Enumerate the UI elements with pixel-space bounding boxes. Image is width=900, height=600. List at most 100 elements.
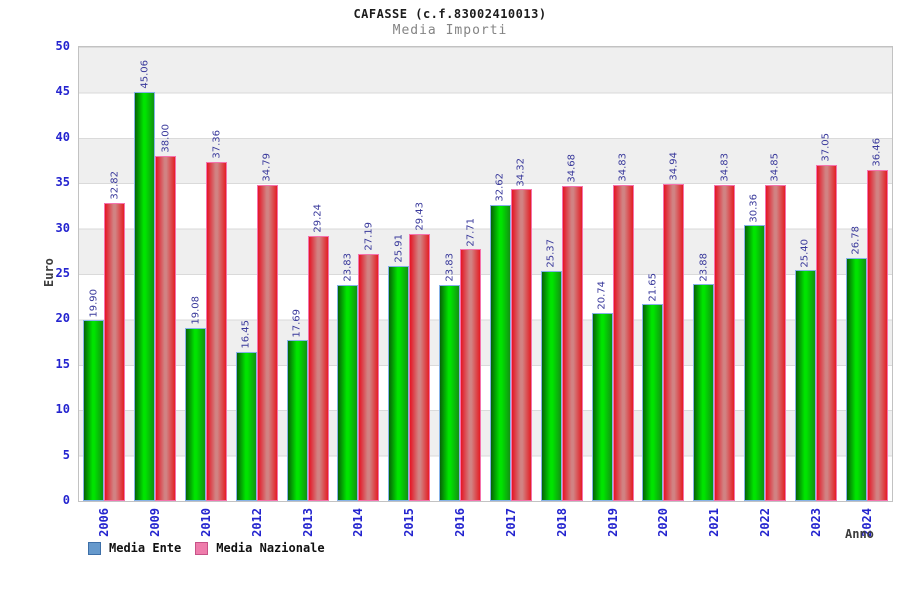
bar-media-ente: 17.69 [286,309,308,501]
bar-group-2010: 19.08 37.36 2010 [181,47,232,537]
bar-group-2006: 19.90 32.82 2006 [79,47,130,537]
bar-value-label: 25.40 [799,238,811,268]
bar-media-nazionale: 37.36 [206,130,228,501]
bar-media-ente: 30.36 [743,194,765,501]
bar-media-ente: 16.45 [235,320,257,501]
bar-media-ente: 21.65 [642,273,664,501]
bar-media-ente: 23.83 [439,253,461,501]
bar-value-label: 17.69 [291,308,303,338]
bar-media-nazionale: 27.71 [460,218,482,501]
bar-media-ente: 19.90 [83,289,105,501]
bar-group-2012: 16.45 34.79 2012 [231,47,282,537]
legend: Media Ente Media Nazionale [88,541,325,555]
bar-media-nazionale: 38.00 [155,124,177,501]
bar-media-nazionale: 36.46 [866,138,888,501]
bar-group-2013: 17.69 29.24 2013 [282,47,333,537]
plot-area: 19.90 32.82 2006 45.06 38.00 2009 19.08 37.36 20… [78,46,893,537]
bar-media-nazionale: 34.83 [612,153,634,501]
bar-media-nazionale: 32.82 [104,171,126,501]
bar-media-ente: 19.08 [185,296,207,501]
bar-media-ente: 23.88 [693,253,715,501]
bar-value-label: 32.62 [494,173,506,202]
x-tick-label: 2013 [300,508,315,537]
bar-media-ente: 45.06 [134,60,156,501]
x-tick-label: 2022 [757,508,772,537]
bar-value-label: 30.36 [748,193,760,223]
bar-media-nazionale: 34.68 [561,154,583,501]
bar-media-ente: 26.78 [845,226,867,501]
bar-media-ente: 25.37 [540,239,562,501]
bar-value-label: 19.90 [88,288,100,318]
bar-value-label: 23.88 [698,252,710,282]
y-tick-label: 45 [55,84,70,99]
bar-group-2019: 20.74 34.83 2019 [587,47,638,537]
bar-group-2009: 45.06 38.00 2009 [130,47,181,537]
bar-value-label: 37.36 [211,130,223,159]
bar-value-label: 34.94 [668,152,680,181]
x-tick-label: 2023 [808,508,823,537]
y-tick-label: 35 [55,175,70,190]
y-tick-label: 15 [55,356,70,371]
legend-label-media-ente: Media Ente [109,541,182,555]
bar-value-label: 45.06 [139,60,151,89]
bar-media-ente: 25.91 [388,234,410,501]
bar-group-2016: 23.83 27.71 2016 [435,47,486,537]
bar-value-label: 32.82 [109,171,121,200]
bar-media-ente: 23.83 [337,253,359,501]
y-tick-label: 5 [62,447,70,462]
x-tick-label: 2014 [351,508,366,537]
bar-media-ente: 32.62 [489,173,511,501]
bar-group-2018: 25.37 34.68 2018 [536,47,587,537]
x-tick-label: 2017 [503,508,518,537]
bar-value-label: 27.19 [363,222,375,252]
bar-media-ente: 20.74 [591,281,613,501]
bar-value-label: 34.32 [515,157,527,187]
bar-value-label: 25.91 [393,234,405,263]
legend-label-media-nazionale: Media Nazionale [216,541,325,555]
x-axis-label: Anno [845,527,874,541]
bar-group-2023: 25.40 37.05 2023 [790,47,841,537]
bar-value-label: 37.05 [820,132,832,162]
legend-item-media-ente: Media Ente [88,541,181,555]
x-tick-label: 2009 [148,508,163,537]
y-tick-label: 20 [55,311,70,326]
bar-value-label: 29.43 [414,202,426,231]
bar-media-nazionale: 34.83 [714,153,736,501]
bar-group-2022: 30.36 34.85 2022 [740,47,791,537]
bar-value-label: 16.45 [240,320,252,349]
legend-swatch-media-ente [88,541,101,555]
bar-value-label: 23.83 [342,252,354,282]
bar-group-2017: 32.62 34.32 2017 [486,47,537,537]
bar-value-label: 34.68 [566,154,578,184]
bar-value-label: 38.00 [160,124,172,153]
bar-media-nazionale: 34.94 [663,152,685,501]
x-tick-label: 2019 [605,508,620,537]
y-tick-label: 50 [55,39,70,53]
bar-value-label: 29.24 [312,203,324,233]
bar-media-nazionale: 27.19 [358,222,380,501]
x-tick-label: 2015 [402,508,417,537]
bar-group-2024: 26.78 36.46 2024 [841,47,892,537]
bar-value-label: 34.83 [617,153,629,182]
bar-value-label: 19.08 [190,296,202,325]
bar-media-nazionale: 34.32 [510,158,532,501]
y-tick-label: 25 [55,266,70,280]
bar-media-nazionale: 37.05 [815,133,837,501]
y-tick-label: 10 [55,402,70,417]
y-tick-label: 40 [55,129,70,144]
x-tick-label: 2010 [199,508,214,537]
chart-title: CAFASSE (c.f.83002410013) [353,7,547,21]
legend-swatch-media-nazionale [195,541,209,555]
y-tick-label: 0 [62,493,70,507]
bar-media-ente: 25.40 [794,239,816,501]
y-tick-label: 30 [55,220,70,235]
bar-group-2014: 23.83 27.19 2014 [333,47,384,537]
bar-value-label: 25.37 [545,239,557,268]
bar-value-label: 21.65 [647,272,659,302]
bar-media-nazionale: 34.79 [256,153,278,501]
x-tick-label: 2020 [656,508,671,537]
bar-media-nazionale: 29.24 [307,204,329,501]
x-tick-label: 2006 [97,508,112,537]
chart-subtitle: Media Importi [392,23,508,38]
